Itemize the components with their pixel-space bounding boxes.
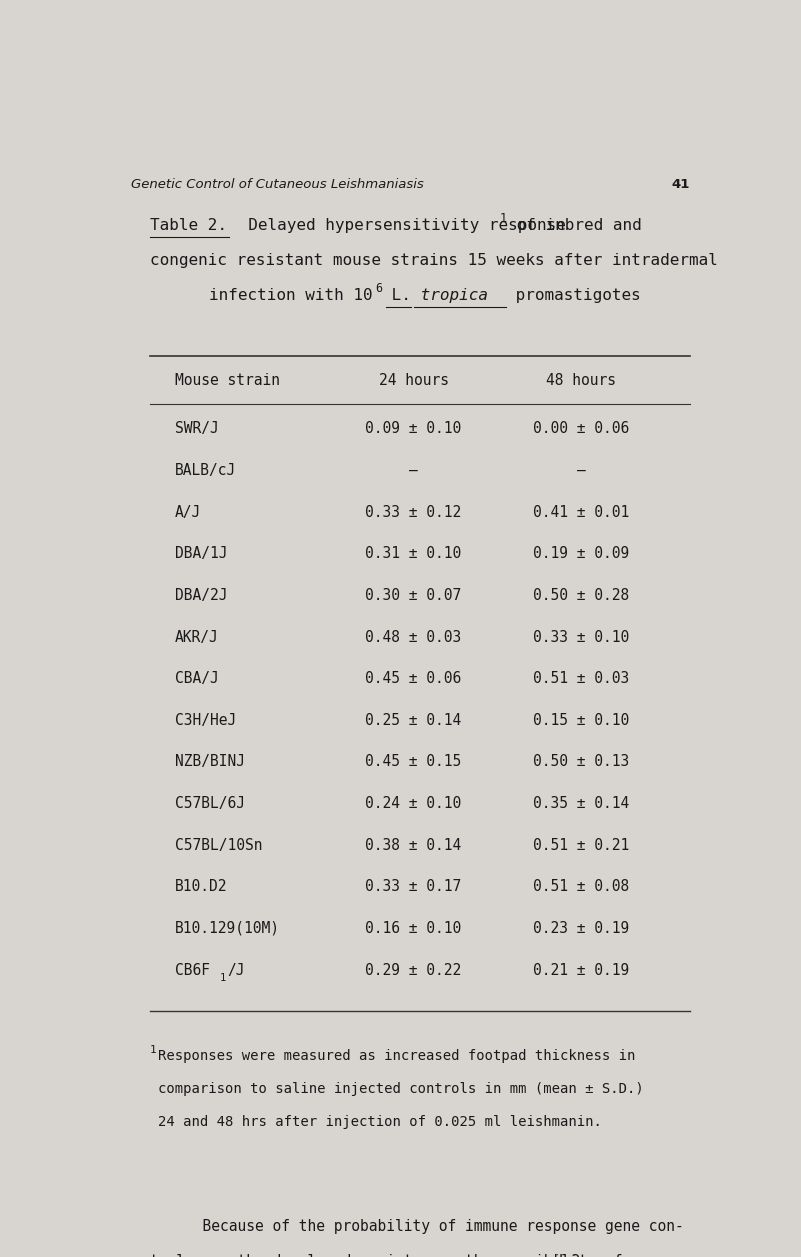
Text: Because of the probability of immune response gene con-: Because of the probability of immune res…	[150, 1219, 683, 1234]
Text: 0.45 ± 0.15: 0.45 ± 0.15	[365, 754, 461, 769]
Text: NZB/BINJ: NZB/BINJ	[175, 754, 244, 769]
Text: of inbred and: of inbred and	[507, 219, 642, 234]
Text: 0.33 ± 0.12: 0.33 ± 0.12	[365, 505, 461, 519]
Text: Responses were measured as increased footpad thickness in: Responses were measured as increased foo…	[158, 1048, 635, 1062]
Text: AKR/J: AKR/J	[175, 630, 219, 645]
Text: B10.D2: B10.D2	[175, 880, 227, 894]
Text: 0.48 ± 0.03: 0.48 ± 0.03	[365, 630, 461, 645]
Text: /J: /J	[227, 963, 245, 978]
Text: 6: 6	[376, 282, 383, 295]
Text: 0.51 ± 0.21: 0.51 ± 0.21	[533, 837, 630, 852]
Text: 1: 1	[150, 1045, 156, 1055]
Text: 1: 1	[500, 212, 507, 225]
Text: 0.16 ± 0.10: 0.16 ± 0.10	[365, 921, 461, 936]
Text: —: —	[577, 463, 586, 478]
Text: 1: 1	[220, 973, 226, 983]
Text: comparison to saline injected controls in mm (mean ± S.D.): comparison to saline injected controls i…	[158, 1081, 644, 1096]
Text: B10.129(10M): B10.129(10M)	[175, 921, 280, 936]
Text: 0.24 ± 0.10: 0.24 ± 0.10	[365, 796, 461, 811]
Text: 0.25 ± 0.14: 0.25 ± 0.14	[365, 713, 461, 728]
Text: 0.23 ± 0.19: 0.23 ± 0.19	[533, 921, 630, 936]
Text: —: —	[409, 463, 418, 478]
Text: congenic resistant mouse strains 15 weeks after intradermal: congenic resistant mouse strains 15 week…	[150, 253, 718, 268]
Text: 0.51 ± 0.08: 0.51 ± 0.08	[533, 880, 630, 894]
Text: 0.35 ± 0.14: 0.35 ± 0.14	[533, 796, 630, 811]
Text: SWR/J: SWR/J	[175, 421, 219, 436]
Text: A/J: A/J	[175, 505, 201, 519]
Text: 0.15 ± 0.10: 0.15 ± 0.10	[533, 713, 630, 728]
Text: 0.50 ± 0.28: 0.50 ± 0.28	[533, 588, 630, 603]
Text: C57BL/6J: C57BL/6J	[175, 796, 244, 811]
Text: 0.19 ± 0.09: 0.19 ± 0.09	[533, 547, 630, 562]
Text: Delayed hypersensitivity response: Delayed hypersensitivity response	[228, 219, 566, 234]
Text: 0.33 ± 0.10: 0.33 ± 0.10	[533, 630, 630, 645]
Text: promastigotes: promastigotes	[506, 288, 641, 303]
Text: tropica: tropica	[410, 288, 488, 303]
Text: 0.31 ± 0.10: 0.31 ± 0.10	[365, 547, 461, 562]
Text: 41: 41	[671, 177, 690, 191]
Text: 0.09 ± 0.10: 0.09 ± 0.10	[365, 421, 461, 436]
Text: 0.50 ± 0.13: 0.50 ± 0.13	[533, 754, 630, 769]
Text: 0.51 ± 0.03: 0.51 ± 0.03	[533, 671, 630, 686]
Text: 0.38 ± 0.14: 0.38 ± 0.14	[365, 837, 461, 852]
Text: 0.41 ± 0.01: 0.41 ± 0.01	[533, 505, 630, 519]
Text: Genetic Control of Cutaneous Leishmaniasis: Genetic Control of Cutaneous Leishmanias…	[131, 177, 424, 191]
Text: BALB/cJ: BALB/cJ	[175, 463, 235, 478]
Text: L.: L.	[382, 288, 411, 303]
Text: CB6F: CB6F	[175, 963, 210, 978]
Text: 24 hours: 24 hours	[379, 373, 449, 388]
Text: infection with 10: infection with 10	[209, 288, 372, 303]
Text: Mouse strain: Mouse strain	[175, 373, 280, 388]
Text: 0.45 ± 0.06: 0.45 ± 0.06	[365, 671, 461, 686]
Text: 48 hours: 48 hours	[546, 373, 616, 388]
Text: DBA/1J: DBA/1J	[175, 547, 227, 562]
Text: trol over the developed resistance, the possibility of: trol over the developed resistance, the …	[150, 1253, 631, 1257]
Text: Table 2.: Table 2.	[150, 219, 227, 234]
Text: H-2: H-2	[554, 1253, 580, 1257]
Text: 0.30 ± 0.07: 0.30 ± 0.07	[365, 588, 461, 603]
Text: C3H/HeJ: C3H/HeJ	[175, 713, 235, 728]
Text: CBA/J: CBA/J	[175, 671, 219, 686]
Text: 0.00 ± 0.06: 0.00 ± 0.06	[533, 421, 630, 436]
Text: 0.29 ± 0.22: 0.29 ± 0.22	[365, 963, 461, 978]
Text: DBA/2J: DBA/2J	[175, 588, 227, 603]
Text: 24 and 48 hrs after injection of 0.025 ml leishmanin.: 24 and 48 hrs after injection of 0.025 m…	[158, 1115, 602, 1129]
Text: 0.33 ± 0.17: 0.33 ± 0.17	[365, 880, 461, 894]
Text: C57BL/10Sn: C57BL/10Sn	[175, 837, 262, 852]
Text: 0.21 ± 0.19: 0.21 ± 0.19	[533, 963, 630, 978]
